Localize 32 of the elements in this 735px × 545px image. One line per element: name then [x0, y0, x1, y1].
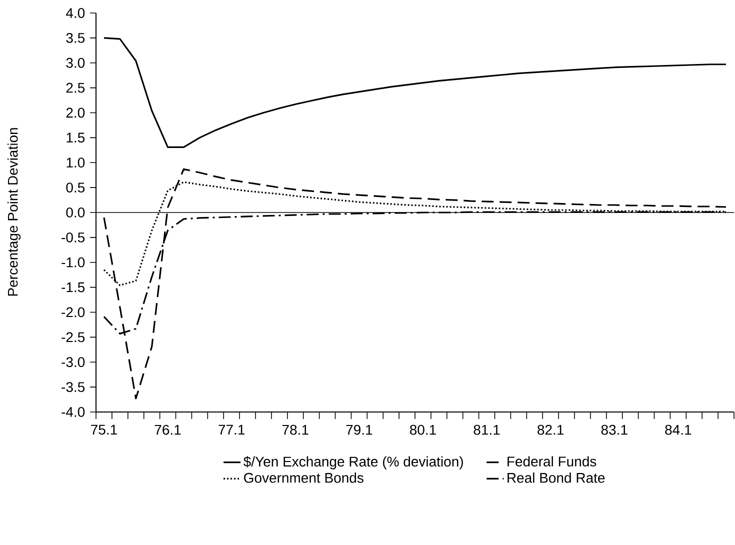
- legend-label: $/Yen Exchange Rate (% deviation): [243, 456, 463, 470]
- y-tick-label: 0.5: [66, 182, 85, 193]
- x-tick-label: 84.1: [665, 424, 692, 435]
- y-tick-label: 3.5: [66, 32, 85, 43]
- x-tick-label: 75.1: [91, 424, 117, 435]
- y-tick-label: -3.5: [62, 382, 85, 392]
- y-tick-label: -0.5: [62, 232, 85, 242]
- y-tick-label: 1.0: [66, 158, 85, 168]
- x-tick-label: 83.1: [601, 424, 628, 435]
- y-tick-label: 4.0: [66, 8, 85, 18]
- y-tick-label: 2.5: [66, 82, 85, 93]
- y-tick-label: 3.0: [66, 58, 85, 68]
- y-tick-label: 1.5: [66, 132, 85, 143]
- x-tick-label: 80.1: [410, 424, 436, 435]
- y-tick-label: -3.0: [62, 357, 85, 368]
- legend-label: Real Bond Rate: [508, 472, 605, 483]
- y-tick-label: -4.0: [62, 407, 85, 417]
- y-tick-label: 0.0: [66, 208, 85, 218]
- y-tick-label: -1.0: [62, 257, 85, 268]
- legend-label: Government Bonds: [244, 472, 364, 483]
- x-tick-label: 78.1: [282, 424, 308, 435]
- y-axis-title: Percentage Point Deviation: [7, 128, 21, 296]
- x-tick-label: 81.1: [474, 424, 500, 435]
- y-tick-label: -1.5: [62, 282, 85, 292]
- x-tick-label: 82.1: [538, 424, 564, 435]
- x-tick-label: 76.1: [154, 424, 181, 435]
- y-tick-label: 2.0: [66, 108, 85, 118]
- y-tick-label: -2.0: [62, 307, 85, 318]
- legend-label: Federal Funds: [508, 456, 596, 466]
- y-tick-label: -2.5: [62, 332, 85, 342]
- x-tick-label: 77.1: [218, 424, 245, 434]
- x-tick-label: 79.1: [346, 424, 372, 435]
